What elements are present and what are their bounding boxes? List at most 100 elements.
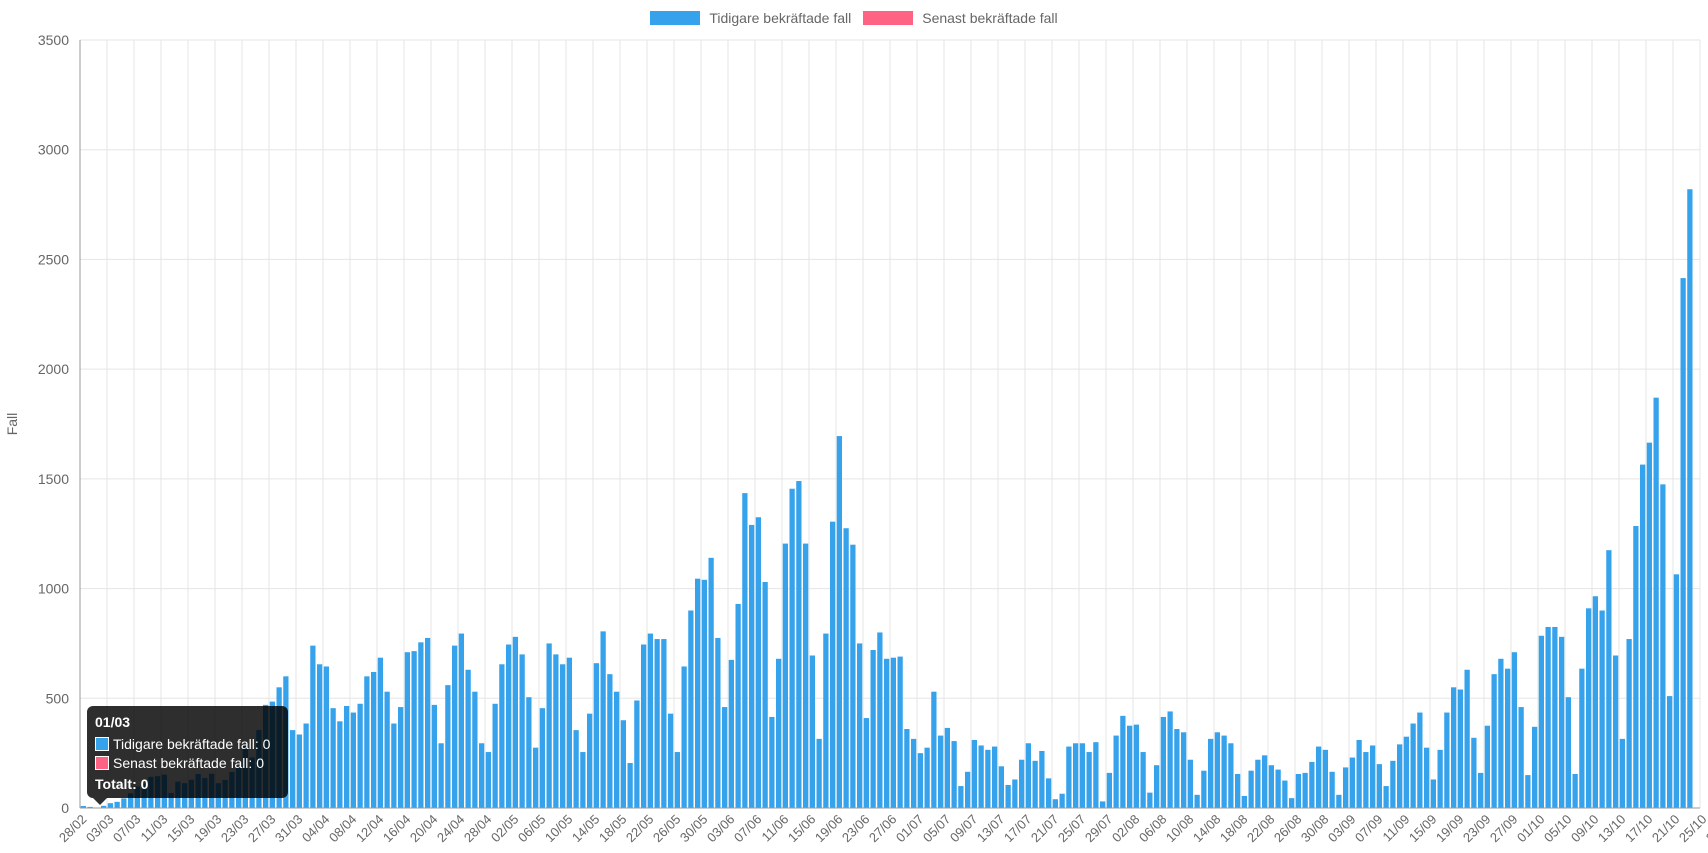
bar-tidigare[interactable] [1545,626,1551,808]
bar-tidigare[interactable] [613,691,620,808]
bar-tidigare[interactable] [1126,725,1133,808]
bar-tidigare[interactable] [1133,724,1140,808]
bar-tidigare[interactable] [1619,738,1626,808]
bar-tidigare[interactable] [843,528,849,808]
bar-tidigare[interactable] [762,581,768,808]
bar-tidigare[interactable] [1450,687,1457,808]
bar-tidigare[interactable] [546,643,552,808]
bar-tidigare[interactable] [647,633,654,808]
bar-tidigare[interactable] [1147,792,1153,808]
bar-tidigare[interactable] [519,654,525,808]
bar-tidigare[interactable] [958,786,964,808]
bar-tidigare[interactable] [1187,759,1194,808]
bar-tidigare[interactable] [1167,711,1173,808]
bar-tidigare[interactable] [1376,764,1383,808]
bar-tidigare[interactable] [1086,752,1092,808]
bar-tidigare[interactable] [607,674,613,808]
bar-tidigare[interactable] [424,637,431,808]
bar-tidigare[interactable] [438,743,444,808]
bar-tidigare[interactable] [337,721,343,808]
bar-tidigare[interactable] [1525,775,1531,808]
bar-tidigare[interactable] [1255,759,1261,808]
bar-tidigare[interactable] [883,658,890,808]
bar-tidigare[interactable] [1288,798,1295,808]
bar-tidigare[interactable] [316,664,323,808]
bar-tidigare[interactable] [1342,767,1349,808]
bar-tidigare[interactable] [1403,736,1410,808]
bar-tidigare[interactable] [80,806,87,808]
bar-tidigare[interactable] [1606,550,1612,808]
bar-tidigare[interactable] [559,664,566,808]
bar-tidigare[interactable] [1599,610,1605,808]
bar-tidigare[interactable] [377,657,384,808]
bar-tidigare[interactable] [694,578,701,808]
bar-tidigare[interactable] [1423,747,1430,808]
bar-tidigare[interactable] [904,729,910,808]
bar-tidigare[interactable] [465,669,471,808]
bar-tidigare[interactable] [816,738,822,808]
bar-tidigare[interactable] [107,803,114,808]
bar-tidigare[interactable] [1072,743,1079,808]
bar-tidigare[interactable] [1396,744,1403,808]
bar-tidigare[interactable] [715,637,721,808]
bar-tidigare[interactable] [681,666,687,808]
bar-tidigare[interactable] [114,801,120,808]
bar-tidigare[interactable] [1005,784,1011,808]
bar-tidigare[interactable] [742,493,748,808]
bar-tidigare[interactable] [451,645,458,808]
bar-tidigare[interactable] [951,741,957,808]
bar-tidigare[interactable] [863,718,870,808]
bar-tidigare[interactable] [748,524,755,808]
bar-tidigare[interactable] [100,805,107,808]
bar-tidigare[interactable] [532,747,539,808]
bar-tidigare[interactable] [127,793,134,808]
bar-tidigare[interactable] [1471,737,1477,808]
bar-tidigare[interactable] [1666,696,1673,808]
legend-item-senast[interactable]: Senast bekräftade fall [863,10,1058,26]
bar-tidigare[interactable] [1012,779,1018,808]
bar-tidigare[interactable] [492,703,498,808]
bar-tidigare[interactable] [1180,732,1187,808]
bar-tidigare[interactable] [789,488,795,808]
bar-tidigare[interactable] [1531,726,1538,808]
bar-tidigare[interactable] [661,639,667,808]
bar-tidigare[interactable] [708,557,714,808]
bar-tidigare[interactable] [654,639,660,808]
bar-tidigare[interactable] [1592,596,1599,808]
bar-tidigare[interactable] [1329,771,1335,808]
bar-tidigare[interactable] [1484,725,1491,808]
bar-tidigare[interactable] [1282,780,1288,808]
bar-tidigare[interactable] [310,645,316,808]
bar-tidigare[interactable] [1491,674,1497,808]
bar-tidigare[interactable] [1160,716,1167,808]
bar-tidigare[interactable] [1221,735,1227,808]
bar-tidigare[interactable] [1363,752,1369,808]
bar-tidigare[interactable] [769,716,775,808]
bar-tidigare[interactable] [640,644,647,808]
bar-tidigare[interactable] [1066,746,1072,808]
bar-tidigare[interactable] [1558,636,1565,808]
bar-tidigare[interactable] [1261,755,1268,808]
bar-tidigare[interactable] [1241,795,1248,808]
bar-tidigare[interactable] [1039,750,1045,808]
bar-tidigare[interactable] [289,730,296,808]
bar-tidigare[interactable] [1504,668,1511,808]
bar-tidigare[interactable] [627,763,633,808]
bar-tidigare[interactable] [1336,794,1342,808]
bar-tidigare[interactable] [485,752,492,808]
bar-tidigare[interactable] [512,636,519,808]
bar-tidigare[interactable] [1018,759,1025,808]
bar-tidigare[interactable] [478,743,485,808]
bar-tidigare[interactable] [526,697,532,808]
bar-tidigare[interactable] [586,713,593,808]
bar-tidigare[interactable] [971,739,978,808]
bar-tidigare[interactable] [1464,669,1470,808]
bar-tidigare[interactable] [397,707,404,808]
bar-tidigare[interactable] [782,543,789,808]
bar-tidigare[interactable] [1174,729,1180,808]
legend-item-tidigare[interactable]: Tidigare bekräftade fall [650,10,851,26]
bar-tidigare[interactable] [1437,749,1443,808]
bar-tidigare[interactable] [1639,464,1646,808]
bar-tidigare[interactable] [931,691,937,808]
bar-tidigare[interactable] [1315,746,1322,808]
